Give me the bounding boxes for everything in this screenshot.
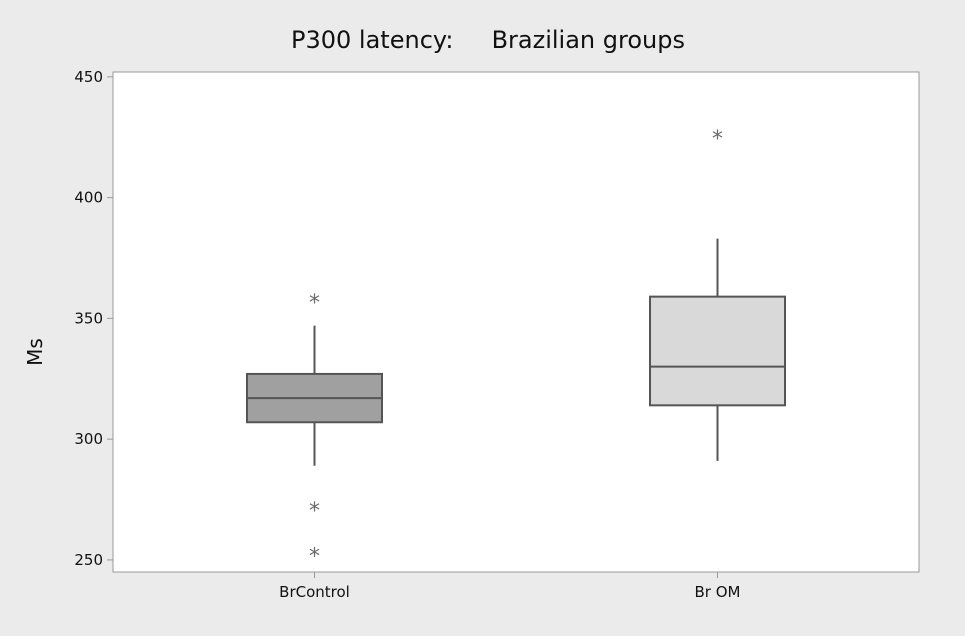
outlier-point: * <box>309 545 320 570</box>
boxes-group: * * * * <box>246 127 786 570</box>
y-axis: 250 300 350 400 450 <box>74 68 113 569</box>
y-axis-label: Ms <box>23 338 47 366</box>
y-tick-label-350: 350 <box>74 309 103 327</box>
y-tick-label-400: 400 <box>74 189 103 207</box>
plot-area <box>112 71 920 573</box>
box-0: * * * <box>246 291 383 570</box>
y-tick-label-250: 250 <box>74 551 103 569</box>
x-axis: BrControl Br OM <box>279 572 740 601</box>
x-tick-label-0: BrControl <box>279 583 350 601</box>
outlier-point: * <box>712 127 723 152</box>
outlier-point: * <box>309 291 320 316</box>
y-tick-label-300: 300 <box>74 430 103 448</box>
outlier-point: * <box>309 499 320 524</box>
iqr-box <box>649 295 786 407</box>
chart-title: P300 latency: Brazilian groups <box>291 26 685 54</box>
y-tick-label-450: 450 <box>74 68 103 86</box>
box-1: * <box>649 127 786 461</box>
x-tick-label-1: Br OM <box>695 583 741 601</box>
